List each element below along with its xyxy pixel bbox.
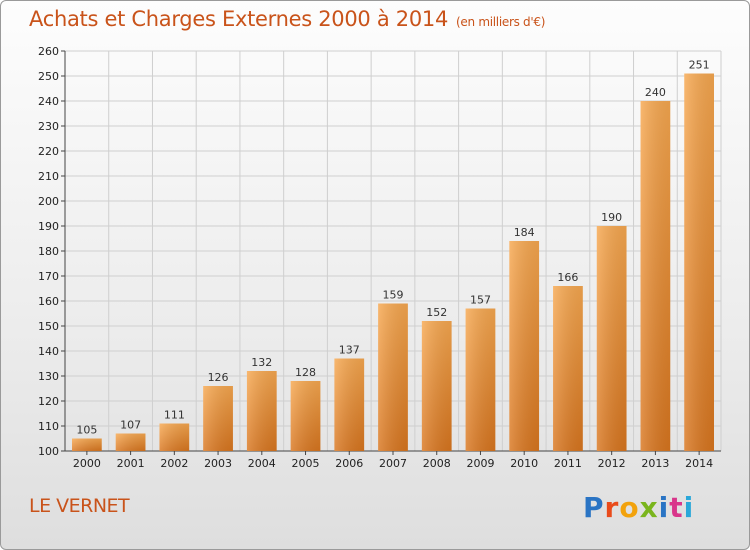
commune-name: LE VERNET: [29, 495, 130, 517]
value-label: 251: [689, 59, 710, 72]
logo-letter: t: [669, 491, 684, 524]
x-tick-label: 2000: [73, 457, 101, 470]
value-label: 184: [514, 226, 535, 239]
x-tick-label: 2002: [160, 457, 188, 470]
logo-letter: x: [639, 491, 659, 524]
y-tick-label: 130: [38, 370, 59, 383]
logo-letter: i: [658, 491, 670, 524]
bar-shade-2011: [553, 286, 583, 451]
value-label: 126: [208, 371, 229, 384]
x-tick-label: 2014: [685, 457, 713, 470]
logo-letter: i: [683, 491, 695, 524]
x-tick-label: 2007: [379, 457, 407, 470]
bars: 105 107 111 126 132 128 137 159 152 157 184 166 190 2…: [71, 59, 715, 451]
proxiti-logo[interactable]: Proxiti: [583, 491, 694, 524]
y-tick-label: 190: [38, 220, 59, 233]
value-label: 111: [164, 409, 185, 422]
value-label: 128: [295, 366, 316, 379]
bar-shade-2013: [640, 101, 671, 451]
x-tick-label: 2010: [510, 457, 538, 470]
y-tick-label: 140: [38, 345, 59, 358]
x-tick-label: 2006: [335, 457, 363, 470]
logo-letter: P: [583, 491, 605, 524]
value-label: 137: [339, 344, 360, 357]
bar-shade-2005: [290, 381, 321, 451]
y-tick-label: 150: [38, 320, 59, 333]
y-tick-label: 260: [38, 45, 59, 58]
x-tick-label: 2012: [598, 457, 626, 470]
bar-shade-2006: [334, 358, 365, 451]
value-label: 240: [645, 86, 666, 99]
x-tick-label: 2005: [292, 457, 320, 470]
bar-shade-2009: [465, 308, 496, 451]
bar-shade-2008: [421, 321, 452, 451]
value-label: 105: [76, 424, 97, 437]
x-tick-label: 2004: [248, 457, 276, 470]
bar-shade-2002: [159, 423, 190, 451]
unit-label: (en milliers d'€): [456, 15, 546, 29]
bar-shade-2010: [509, 241, 540, 451]
x-tick-label: 2008: [423, 457, 451, 470]
x-tick-label: 2001: [117, 457, 145, 470]
bar-shade-2014: [684, 73, 715, 451]
y-tick-label: 220: [38, 145, 59, 158]
y-tick-label: 170: [38, 270, 59, 283]
title-text: Achats et Charges Externes 2000 à 2014: [29, 7, 449, 31]
y-tick-label: 200: [38, 195, 59, 208]
bar-shade-2007: [378, 303, 408, 451]
logo-letter: o: [619, 491, 640, 524]
y-tick-label: 180: [38, 245, 59, 258]
y-tick-label: 120: [38, 395, 59, 408]
y-tick-label: 230: [38, 120, 59, 133]
chart-title: Achats et Charges Externes 2000 à 2014 (e…: [29, 7, 545, 31]
x-tick-label: 2011: [554, 457, 582, 470]
y-tick-label: 250: [38, 70, 59, 83]
value-label: 159: [383, 289, 404, 302]
y-tick-label: 110: [38, 420, 59, 433]
x-tick-label: 2003: [204, 457, 232, 470]
value-label: 157: [470, 294, 491, 307]
y-tick-label: 240: [38, 95, 59, 108]
x-tick-label: 2013: [641, 457, 669, 470]
value-label: 107: [120, 419, 141, 432]
bar-shade-2004: [246, 371, 277, 451]
value-label: 166: [557, 271, 578, 284]
y-tick-label: 210: [38, 170, 59, 183]
value-label: 152: [426, 306, 447, 319]
bar-shade-2012: [596, 226, 627, 451]
y-tick-label: 160: [38, 295, 59, 308]
value-label: 132: [251, 356, 272, 369]
bar-shade-2001: [115, 433, 146, 451]
x-tick-label: 2009: [466, 457, 494, 470]
value-label: 190: [601, 211, 622, 224]
y-tick-label: 100: [38, 445, 59, 458]
bar-shade-2003: [203, 386, 233, 451]
bar-shade-2000: [71, 438, 102, 451]
logo-letter: r: [604, 491, 620, 524]
